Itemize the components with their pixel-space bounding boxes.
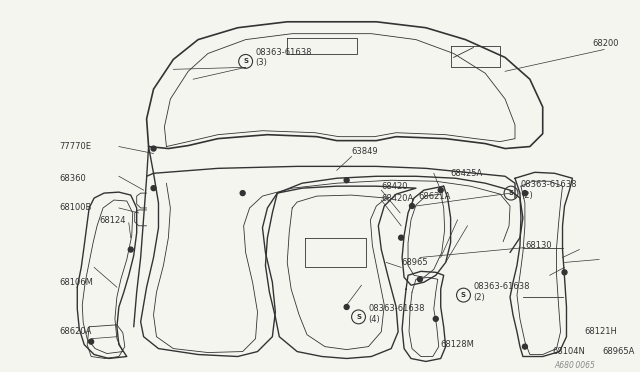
Circle shape	[240, 190, 245, 196]
Text: 08363-61638: 08363-61638	[255, 48, 312, 57]
Text: 68965A: 68965A	[602, 347, 634, 356]
Text: 68200: 68200	[592, 39, 619, 48]
Text: (2): (2)	[521, 191, 532, 200]
Circle shape	[522, 344, 527, 349]
Circle shape	[562, 270, 567, 275]
Text: (2): (2)	[474, 293, 485, 302]
Circle shape	[399, 235, 404, 240]
Circle shape	[151, 146, 156, 151]
Text: S: S	[356, 314, 361, 320]
Text: 68106M: 68106M	[60, 278, 93, 287]
Text: 68104N: 68104N	[552, 347, 586, 356]
Circle shape	[438, 187, 443, 193]
Text: 68130: 68130	[525, 241, 552, 250]
Text: 68128M: 68128M	[441, 340, 475, 349]
Text: 68420: 68420	[381, 182, 408, 191]
Text: 68420A: 68420A	[381, 193, 413, 203]
Text: 77770E: 77770E	[60, 142, 92, 151]
Text: 08363-61638: 08363-61638	[369, 304, 425, 313]
Circle shape	[128, 247, 133, 252]
Text: 68425A: 68425A	[451, 169, 483, 178]
Text: 68124: 68124	[99, 217, 125, 225]
Circle shape	[433, 317, 438, 321]
Text: 68965: 68965	[401, 258, 428, 267]
Text: 63849: 63849	[351, 147, 378, 156]
Circle shape	[417, 277, 422, 282]
Circle shape	[522, 190, 527, 196]
Text: (4): (4)	[369, 315, 380, 324]
Circle shape	[344, 178, 349, 183]
Text: 68121H: 68121H	[584, 327, 617, 336]
Text: A680 0065: A680 0065	[555, 362, 595, 371]
Text: 68100B: 68100B	[60, 203, 92, 212]
Text: S: S	[509, 190, 513, 196]
Circle shape	[89, 339, 93, 344]
Text: 68360: 68360	[60, 174, 86, 183]
Circle shape	[344, 305, 349, 310]
Text: 08363-61638: 08363-61638	[474, 282, 530, 291]
Circle shape	[410, 203, 415, 208]
Text: 68621A: 68621A	[418, 192, 451, 201]
Text: S: S	[461, 292, 466, 298]
Text: 08363-61638: 08363-61638	[521, 180, 577, 189]
Text: (3): (3)	[255, 58, 268, 67]
Text: 68620A: 68620A	[60, 327, 92, 336]
Circle shape	[151, 186, 156, 190]
Text: S: S	[243, 58, 248, 64]
